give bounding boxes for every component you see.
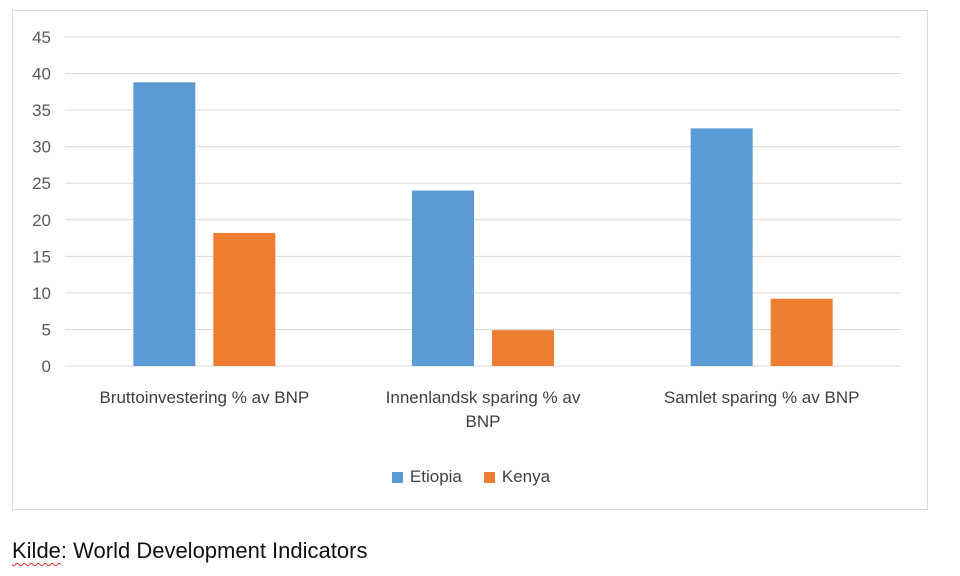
source-label: Kilde: [12, 538, 61, 563]
y-tick-label-15: 15: [32, 247, 51, 266]
legend-swatch-kenya: [483, 471, 495, 483]
legend-item-etiopia: Etiopia: [391, 467, 462, 487]
legend: Etiopia Kenya: [13, 467, 929, 487]
legend-label-kenya: Kenya: [501, 467, 551, 486]
bar-chart: 0 5 10 15 20 25 30 35 40 45 Bruttoinvestering % av…: [32, 28, 901, 431]
chart-frame: 0 5 10 15 20 25 30 35 40 45 Bruttoinvestering % av…: [12, 10, 928, 510]
y-tick-label-0: 0: [42, 357, 51, 376]
source-text: World Development Indicators: [73, 538, 368, 563]
legend-item-kenya: Kenya: [483, 467, 551, 487]
legend-label-etiopia: Etiopia: [409, 467, 462, 486]
bar-etiopia-2: [690, 128, 753, 366]
bar-kenya-2: [770, 298, 833, 366]
y-tick-label-30: 30: [32, 138, 51, 157]
source-separator: :: [60, 538, 74, 563]
legend-swatch-etiopia: [391, 471, 403, 483]
bar-kenya-1: [492, 330, 554, 366]
bar-etiopia-1: [412, 190, 474, 366]
y-tick-label-5: 5: [42, 320, 51, 339]
bar-kenya-0: [213, 232, 276, 366]
y-tick-label-20: 20: [32, 211, 51, 230]
bar-etiopia-0: [133, 82, 196, 366]
x-category-label-1: Innenlandsk sparing % av BNP: [386, 388, 581, 431]
y-tick-label-45: 45: [32, 28, 51, 47]
source-caption: Kilde: World Development Indicators: [12, 538, 367, 564]
y-tick-label-10: 10: [32, 284, 51, 303]
y-tick-label-35: 35: [32, 101, 51, 120]
y-tick-label-40: 40: [32, 65, 51, 84]
x-category-label-2: Samlet sparing % av BNP: [664, 388, 860, 407]
y-tick-label-25: 25: [32, 174, 51, 193]
x-category-label-0: Bruttoinvestering % av BNP: [99, 388, 309, 407]
